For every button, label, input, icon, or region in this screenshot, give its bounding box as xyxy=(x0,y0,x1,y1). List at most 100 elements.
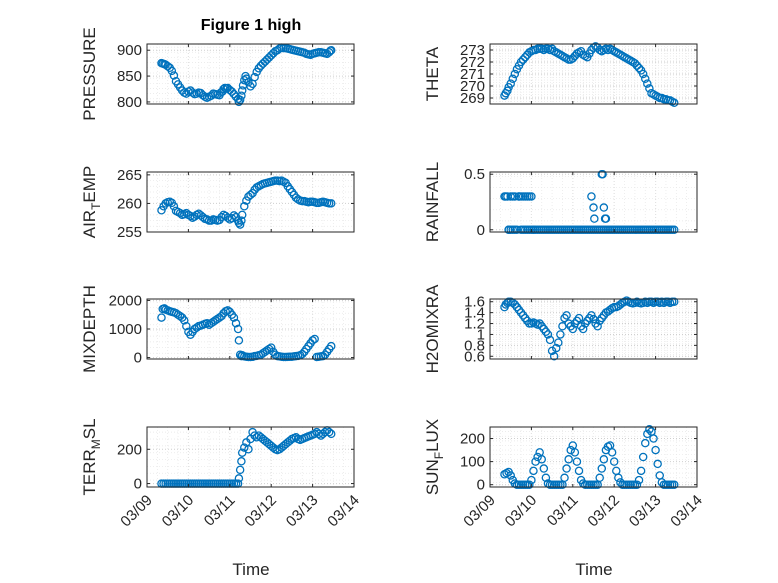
y-tick-label: 1.2 xyxy=(464,316,485,333)
data-point xyxy=(240,443,249,452)
y-axis-label-subscript: F xyxy=(432,452,446,459)
subplot-air-temp: 255 260 265 AIRTEMP xyxy=(80,166,355,241)
data-point xyxy=(587,192,596,201)
data-point xyxy=(527,192,536,201)
data-point xyxy=(669,297,679,306)
y-tick-label: 200 xyxy=(117,441,142,458)
data-point xyxy=(157,313,166,322)
data-point xyxy=(520,52,530,62)
data-point xyxy=(510,192,520,201)
data-point xyxy=(529,225,538,235)
data-point xyxy=(636,466,646,476)
y-axis-label-subscript: T xyxy=(89,202,103,210)
data-point xyxy=(518,55,528,64)
data-point xyxy=(597,464,607,473)
data-point xyxy=(234,474,244,483)
data-point xyxy=(599,203,609,212)
data-point xyxy=(539,464,549,473)
y-tick-label: 200 xyxy=(460,431,485,448)
data-point xyxy=(508,225,518,235)
data-point xyxy=(562,464,571,473)
data-point xyxy=(669,225,679,235)
data-point xyxy=(545,335,555,345)
data-point xyxy=(506,79,515,88)
data-point xyxy=(614,473,623,483)
subplot-rainfall: 0 0.5 RAINFALL xyxy=(423,162,698,242)
data-point xyxy=(217,212,226,222)
data-point xyxy=(504,225,513,235)
data-point xyxy=(186,211,195,221)
data-point xyxy=(599,455,609,464)
data-point xyxy=(266,343,276,352)
y-axis-label: PRESSURE xyxy=(80,27,99,121)
data-point xyxy=(523,225,532,235)
data-point xyxy=(578,324,588,334)
data-point xyxy=(638,69,648,79)
data-point xyxy=(229,211,239,220)
y-tick-label: 0 xyxy=(134,350,142,367)
data-point xyxy=(308,336,317,345)
data-point xyxy=(543,330,553,339)
data-point xyxy=(237,91,246,100)
data-point xyxy=(235,465,245,475)
data-point xyxy=(231,319,241,328)
data-point xyxy=(520,192,530,201)
subplot-mixdepth: 0 1000 2000 MIXDEPTH xyxy=(80,285,355,373)
y-tick-label: 272 xyxy=(460,54,485,71)
data-point xyxy=(198,212,208,222)
data-point xyxy=(529,466,538,476)
y-tick-label: 271 xyxy=(460,66,485,83)
y-tick-label: 0.6 xyxy=(464,348,485,365)
y-axis-label-rest: LUX xyxy=(423,419,442,452)
axes-box xyxy=(146,426,355,488)
data-point xyxy=(227,87,237,96)
data-point xyxy=(167,66,177,76)
data-point xyxy=(503,86,512,96)
data-point xyxy=(556,330,565,339)
data-point xyxy=(237,210,247,220)
data-point xyxy=(634,63,644,73)
data-point xyxy=(234,218,244,228)
y-axis-label: RAINFALL xyxy=(423,162,442,242)
y-tick-label: 900 xyxy=(117,42,142,59)
data-point xyxy=(595,473,604,483)
data-point xyxy=(244,445,253,454)
data-point xyxy=(229,313,239,322)
data-point xyxy=(568,54,578,63)
data-point xyxy=(525,480,534,489)
data-point xyxy=(324,48,334,57)
subplot-pressure: 800 850 900 PRESSURE xyxy=(80,27,355,121)
data-point xyxy=(326,45,336,55)
data-point xyxy=(324,427,334,437)
y-tick-label: 1.6 xyxy=(464,294,485,311)
data-point xyxy=(235,95,245,105)
data-point xyxy=(566,445,575,455)
data-point xyxy=(560,473,569,483)
y-axis-label: THETA xyxy=(423,46,442,101)
data-point xyxy=(254,64,264,73)
data-point xyxy=(237,448,247,457)
data-point xyxy=(641,438,650,448)
y-tick-label: 2000 xyxy=(109,292,142,309)
data-point xyxy=(510,69,520,79)
data-point xyxy=(182,321,191,331)
data-point xyxy=(643,79,652,88)
data-point xyxy=(598,169,607,179)
data-point xyxy=(310,334,319,344)
y-tick-label: 850 xyxy=(117,68,142,85)
x-axis-label-right: Time xyxy=(575,560,612,579)
data-point xyxy=(551,343,561,353)
y-axis-label: H2OMIXRA xyxy=(423,284,442,373)
data-point xyxy=(649,434,658,443)
series-pressure xyxy=(157,43,336,107)
data-point xyxy=(589,314,598,324)
data-point xyxy=(506,471,515,480)
y-tick-label: 260 xyxy=(117,195,142,212)
data-point xyxy=(572,457,582,466)
y-tick-label: 0 xyxy=(134,476,142,493)
data-point xyxy=(630,58,640,68)
data-point xyxy=(537,455,547,464)
y-tick-label: 1.4 xyxy=(464,305,485,322)
data-point xyxy=(206,91,216,100)
data-point xyxy=(516,225,526,235)
